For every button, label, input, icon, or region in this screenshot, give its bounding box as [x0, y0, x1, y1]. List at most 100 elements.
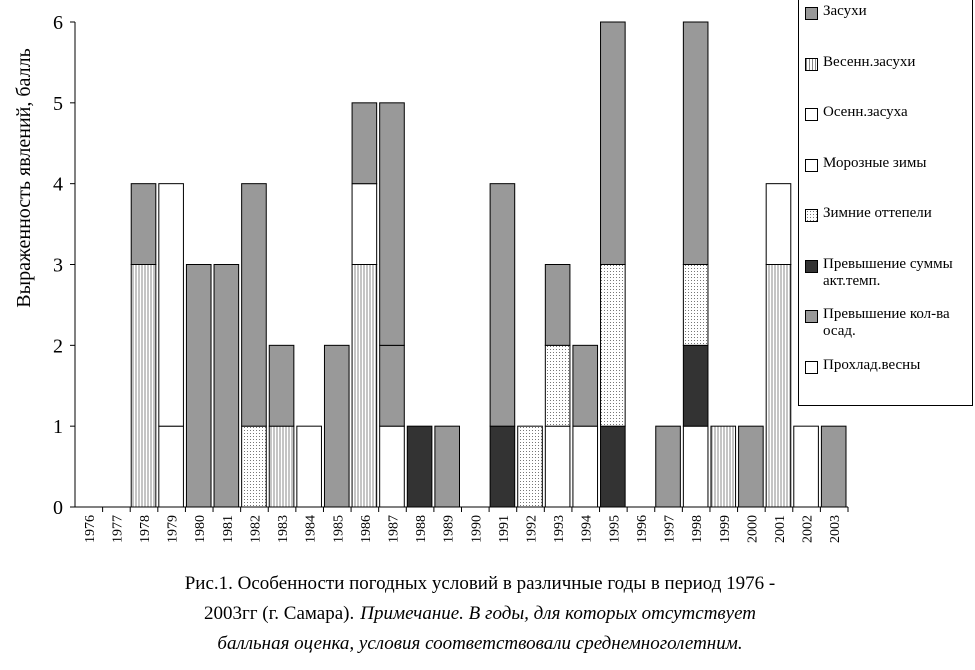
bar-segment — [600, 264, 626, 427]
bar-segment — [489, 183, 516, 427]
bar-segment — [682, 344, 709, 427]
bar-segment — [434, 425, 460, 508]
y-tick-label: 2 — [53, 335, 63, 357]
x-tick-label: 1979 — [166, 515, 181, 543]
bar-segment — [489, 425, 516, 508]
legend-item: Превышение кол-ва осад. — [805, 306, 966, 357]
x-tick-label: 1994 — [580, 515, 595, 543]
legend-swatch — [805, 57, 818, 71]
bar-segment — [268, 425, 295, 508]
bar-segment — [544, 264, 571, 346]
bar-segment — [682, 425, 709, 508]
x-tick-label: 2000 — [745, 515, 760, 543]
bar-segment — [158, 425, 184, 508]
bar-segment — [793, 425, 819, 508]
bar-segment — [600, 21, 626, 265]
x-tick-label: 1982 — [248, 515, 263, 543]
legend-label: Осенн.засуха — [823, 104, 908, 120]
bar-segment — [544, 344, 571, 427]
legend-label: Весенн.засухи — [823, 53, 916, 70]
legend-swatch — [805, 209, 818, 222]
bar-segment — [268, 344, 295, 427]
x-tick-label: 2002 — [801, 515, 816, 543]
y-tick-label: 3 — [53, 255, 63, 277]
bar-segment — [351, 264, 378, 508]
bar-segment — [572, 344, 599, 427]
y-tick-label: 6 — [53, 12, 63, 34]
bar-segment — [213, 264, 240, 508]
legend-swatch — [805, 310, 818, 323]
legend-item: Превышение суммы акт.темп. — [805, 256, 966, 307]
bar-segment — [379, 344, 405, 427]
legend-swatch — [805, 259, 818, 273]
caption: 2003гг (г. Самара). Примечание. В годы, д… — [204, 603, 756, 624]
x-tick-label: 1978 — [138, 515, 153, 543]
legend-swatch — [805, 360, 818, 374]
bar-segment — [296, 425, 322, 508]
bar-segment — [710, 425, 737, 508]
x-tick-label: 1995 — [607, 515, 622, 543]
bar-segment — [682, 264, 709, 346]
legend-label: Зимние оттепели — [823, 205, 932, 221]
x-tick-label: 1986 — [359, 515, 374, 543]
legend-swatch — [805, 108, 818, 121]
legend: Засухи Весенн.засухи Осенн.засуха Морозные … — [798, 0, 973, 406]
x-tick-label: 1984 — [304, 515, 319, 543]
bar-segment — [379, 425, 405, 508]
legend-swatch — [805, 158, 818, 172]
legend-item: Прохлад.весны — [805, 357, 966, 408]
bar-segment — [765, 264, 792, 508]
legend-label: Засухи — [823, 3, 867, 19]
y-tick-label: 4 — [53, 174, 63, 196]
y-tick-label: 1 — [53, 416, 63, 438]
bar-segment — [406, 425, 433, 508]
bar-segment — [323, 344, 350, 508]
bar-segment — [351, 183, 378, 266]
x-tick-label: 1997 — [663, 515, 678, 543]
legend-item: Морозные зимы — [805, 155, 966, 206]
bar-segment — [379, 102, 405, 346]
x-tick-label: 1980 — [193, 515, 208, 543]
bar-segment — [517, 425, 543, 508]
bar-segment — [765, 183, 792, 266]
legend-label: Превышение кол-ва осад. — [823, 306, 950, 339]
x-tick-label: 1990 — [469, 515, 484, 543]
x-tick-label: 1988 — [414, 515, 429, 543]
bar-segment — [130, 183, 157, 266]
x-tick-label: 1976 — [83, 515, 98, 543]
caption-part: 2003гг (г. Самара). — [204, 603, 354, 624]
x-tick-label: 1983 — [276, 515, 291, 543]
x-tick-label: 1996 — [635, 515, 650, 543]
legend-swatch — [805, 7, 818, 20]
x-tick-label: 1998 — [690, 515, 705, 543]
bar-segment — [185, 264, 212, 508]
x-tick-label: 1977 — [110, 515, 125, 543]
y-tick-label: 5 — [53, 93, 63, 115]
legend-item: Зимние оттепели — [805, 205, 966, 256]
legend-item: Весенн.засухи — [805, 54, 966, 105]
x-tick-label: 1991 — [497, 515, 512, 543]
bar-segment — [130, 264, 157, 508]
bar-segment — [682, 21, 709, 265]
legend-item: Осенн.засуха — [805, 104, 966, 155]
x-tick-label: 2003 — [828, 515, 843, 543]
bar-segment — [241, 425, 267, 508]
x-tick-label: 1989 — [442, 515, 457, 543]
x-tick-label: 1992 — [525, 515, 540, 543]
y-axis-label: Выраженность явлений, балль — [13, 48, 35, 307]
caption: Рис.1. Особенности погодных условий в ра… — [185, 573, 776, 594]
bar-segment — [241, 183, 267, 427]
x-tick-label: 1985 — [331, 515, 346, 543]
x-tick-label: 1999 — [718, 515, 733, 543]
x-tick-label: 1987 — [386, 515, 401, 543]
bar-segment — [738, 425, 764, 508]
x-tick-label: 2001 — [773, 515, 788, 543]
legend-label: Прохлад.весны — [823, 356, 921, 373]
x-tick-label: 1981 — [221, 515, 236, 543]
bar-segment — [655, 425, 681, 508]
legend-label: Превышение суммы акт.темп. — [823, 255, 953, 289]
bar-segment — [351, 102, 378, 185]
bar-segment — [600, 425, 626, 508]
